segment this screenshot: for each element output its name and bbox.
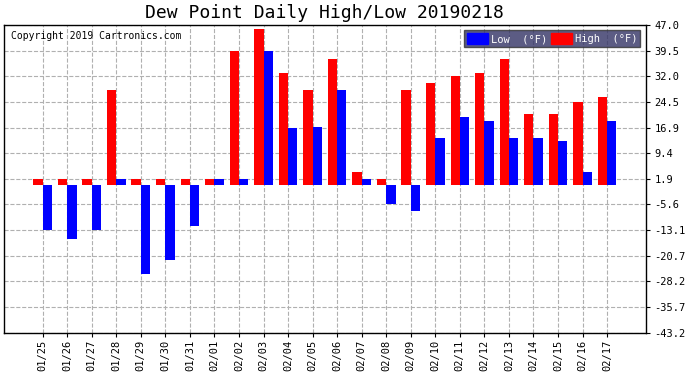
Bar xyxy=(558,141,567,185)
Bar xyxy=(156,179,166,185)
Bar xyxy=(67,185,77,239)
Bar xyxy=(264,51,273,185)
Bar xyxy=(386,185,395,204)
Bar xyxy=(215,179,224,185)
Bar xyxy=(353,172,362,185)
Title: Dew Point Daily High/Low 20190218: Dew Point Daily High/Low 20190218 xyxy=(146,4,504,22)
Bar xyxy=(582,172,592,185)
Bar xyxy=(402,90,411,185)
Bar xyxy=(304,90,313,185)
Bar xyxy=(288,128,297,185)
Bar xyxy=(435,138,444,185)
Bar xyxy=(337,90,346,185)
Bar xyxy=(411,185,420,211)
Legend: Low  (°F), High  (°F): Low (°F), High (°F) xyxy=(464,30,640,47)
Bar xyxy=(132,179,141,185)
Bar xyxy=(43,185,52,230)
Bar xyxy=(362,179,371,185)
Bar xyxy=(500,59,509,185)
Bar xyxy=(598,97,607,185)
Bar xyxy=(141,185,150,274)
Bar xyxy=(377,179,386,185)
Bar xyxy=(451,76,460,185)
Bar xyxy=(190,185,199,226)
Bar xyxy=(524,114,533,185)
Bar xyxy=(573,102,582,185)
Bar xyxy=(82,179,92,185)
Bar xyxy=(117,179,126,185)
Bar xyxy=(426,83,435,185)
Bar xyxy=(313,128,322,185)
Bar xyxy=(58,179,67,185)
Bar xyxy=(33,179,43,185)
Bar xyxy=(254,28,264,185)
Bar xyxy=(460,117,469,185)
Bar xyxy=(509,138,518,185)
Bar xyxy=(230,51,239,185)
Bar xyxy=(239,179,248,185)
Bar xyxy=(92,185,101,230)
Bar xyxy=(205,179,215,185)
Bar xyxy=(328,59,337,185)
Bar xyxy=(166,185,175,260)
Text: Copyright 2019 Cartronics.com: Copyright 2019 Cartronics.com xyxy=(10,31,181,41)
Bar xyxy=(533,138,543,185)
Bar xyxy=(279,73,288,185)
Bar xyxy=(484,121,494,185)
Bar xyxy=(475,73,484,185)
Bar xyxy=(607,121,616,185)
Bar xyxy=(549,114,558,185)
Bar xyxy=(181,179,190,185)
Bar xyxy=(107,90,117,185)
